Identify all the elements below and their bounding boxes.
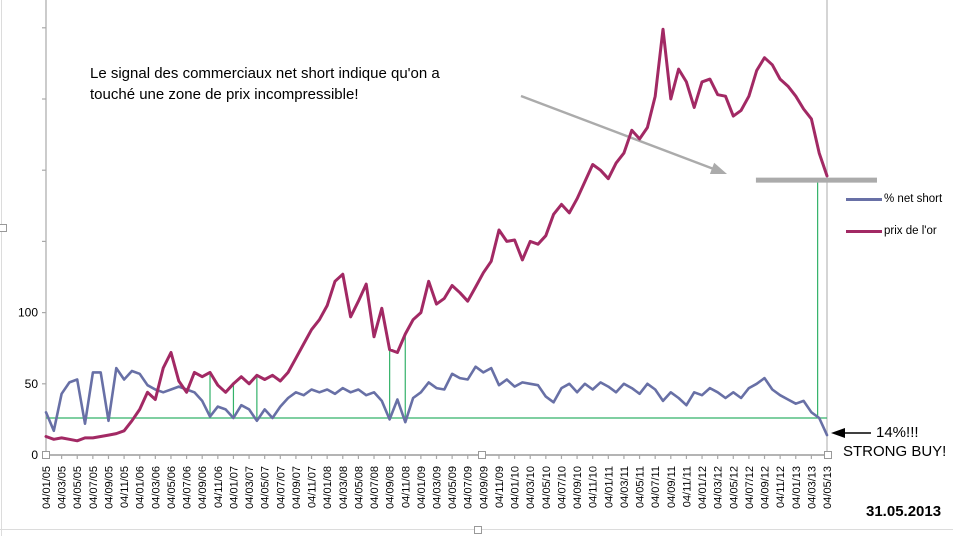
x-tick-label: 04/09/05 <box>103 466 115 509</box>
x-tick-label: 04/07/09 <box>463 466 475 509</box>
gold-price-line-swatch <box>846 229 882 233</box>
x-tick-label: 04/07/05 <box>88 466 100 509</box>
x-tick-label: 04/05/12 <box>728 466 740 509</box>
x-tick-label: 04/11/12 <box>775 466 787 508</box>
x-tick-label: 04/11/10 <box>588 466 600 508</box>
selection-handle[interactable] <box>42 451 50 459</box>
x-tick-label: 04/07/06 <box>182 466 194 509</box>
x-tick-label: 04/11/06 <box>213 466 225 508</box>
x-tick-label: 04/05/08 <box>353 466 365 509</box>
x-tick-label: 04/05/11 <box>635 466 647 508</box>
x-tick-label: 04/09/09 <box>478 466 490 509</box>
y-tick-label: 0 <box>31 448 38 462</box>
x-tick-label: 04/07/10 <box>556 466 568 509</box>
y-tick-label: 100 <box>18 306 38 320</box>
x-tick-label: 04/09/11 <box>666 466 678 508</box>
selection-handle[interactable] <box>824 451 832 459</box>
x-tick-label: 04/03/08 <box>338 466 350 509</box>
net-short-line-swatch <box>846 197 882 201</box>
pct-callout-text: 14%!!! <box>876 424 919 441</box>
x-tick-label: 04/01/10 <box>510 466 522 509</box>
net-short-line[interactable] <box>44 365 829 437</box>
y-tick-label: 50 <box>25 377 39 391</box>
x-tick-label: 04/11/11 <box>681 466 693 507</box>
buy-arrow-head <box>831 428 845 438</box>
legend-item-net-short[interactable]: % net short <box>846 190 942 208</box>
legend-item-gold-price[interactable]: prix de l'or <box>846 222 942 240</box>
x-tick-label: 04/03/13 <box>806 466 818 509</box>
x-tick-label: 04/03/12 <box>713 466 725 509</box>
x-tick-label: 04/09/10 <box>572 466 584 509</box>
x-tick-label: 04/07/11 <box>650 466 662 508</box>
x-tick-label: 04/01/09 <box>416 466 428 509</box>
x-tick-label: 04/05/10 <box>541 466 553 509</box>
x-tick-label: 04/03/11 <box>619 466 631 508</box>
x-tick-label: 04/09/07 <box>291 466 303 509</box>
x-tick-label: 04/07/08 <box>369 466 381 509</box>
x-tick-label: 04/03/05 <box>57 466 69 509</box>
x-tick-label: 04/07/12 <box>744 466 756 509</box>
legend-label-gold-price: prix de l'or <box>884 225 937 237</box>
x-tick-label: 04/01/12 <box>697 466 709 509</box>
main-annotation-text: Le signal des commerciaux net short indi… <box>90 65 440 103</box>
x-tick-label: 04/07/07 <box>275 466 287 509</box>
x-tick-label: 04/03/06 <box>150 466 162 509</box>
chart-legend: % net short prix de l'or <box>846 190 942 254</box>
x-tick-label: 04/03/07 <box>244 466 256 509</box>
selection-handle[interactable] <box>0 224 7 232</box>
x-tick-label: 04/01/07 <box>228 466 240 509</box>
selection-handle[interactable] <box>474 526 482 534</box>
annotation-arrow-head <box>709 162 727 174</box>
x-tick-label: 04/01/06 <box>135 466 147 509</box>
x-tick-label: 04/05/13 <box>822 466 834 509</box>
x-tick-label: 04/09/12 <box>760 466 772 509</box>
x-tick-label: 04/05/09 <box>447 466 459 509</box>
x-tick-label: 04/05/07 <box>260 466 272 509</box>
x-tick-label: 04/11/07 <box>307 466 319 508</box>
gold-price-line[interactable] <box>44 27 829 443</box>
x-tick-label: 04/11/05 <box>119 466 131 508</box>
legend-label-net-short: % net short <box>884 193 943 205</box>
annotation-arrow-line <box>520 94 719 172</box>
x-tick-label: 04/01/11 <box>603 466 615 508</box>
x-tick-label: 04/11/08 <box>400 466 412 508</box>
selection-handle[interactable] <box>478 451 486 459</box>
x-tick-label: 04/09/08 <box>385 466 397 509</box>
x-tick-label: 04/03/10 <box>525 466 537 509</box>
x-tick-label: 04/03/09 <box>432 466 444 509</box>
x-tick-label: 04/05/06 <box>166 466 178 509</box>
x-tick-label: 04/09/06 <box>197 466 209 509</box>
date-note-text: 31.05.2013 <box>866 503 942 520</box>
x-tick-label: 04/11/09 <box>494 466 506 508</box>
x-tick-label: 04/05/05 <box>72 466 84 509</box>
x-tick-label: 04/01/08 <box>322 466 334 509</box>
x-tick-label: 04/01/13 <box>791 466 803 509</box>
x-tick-label: 04/01/05 <box>41 466 53 509</box>
strong-buy-text: STRONG BUY! <box>843 443 947 460</box>
